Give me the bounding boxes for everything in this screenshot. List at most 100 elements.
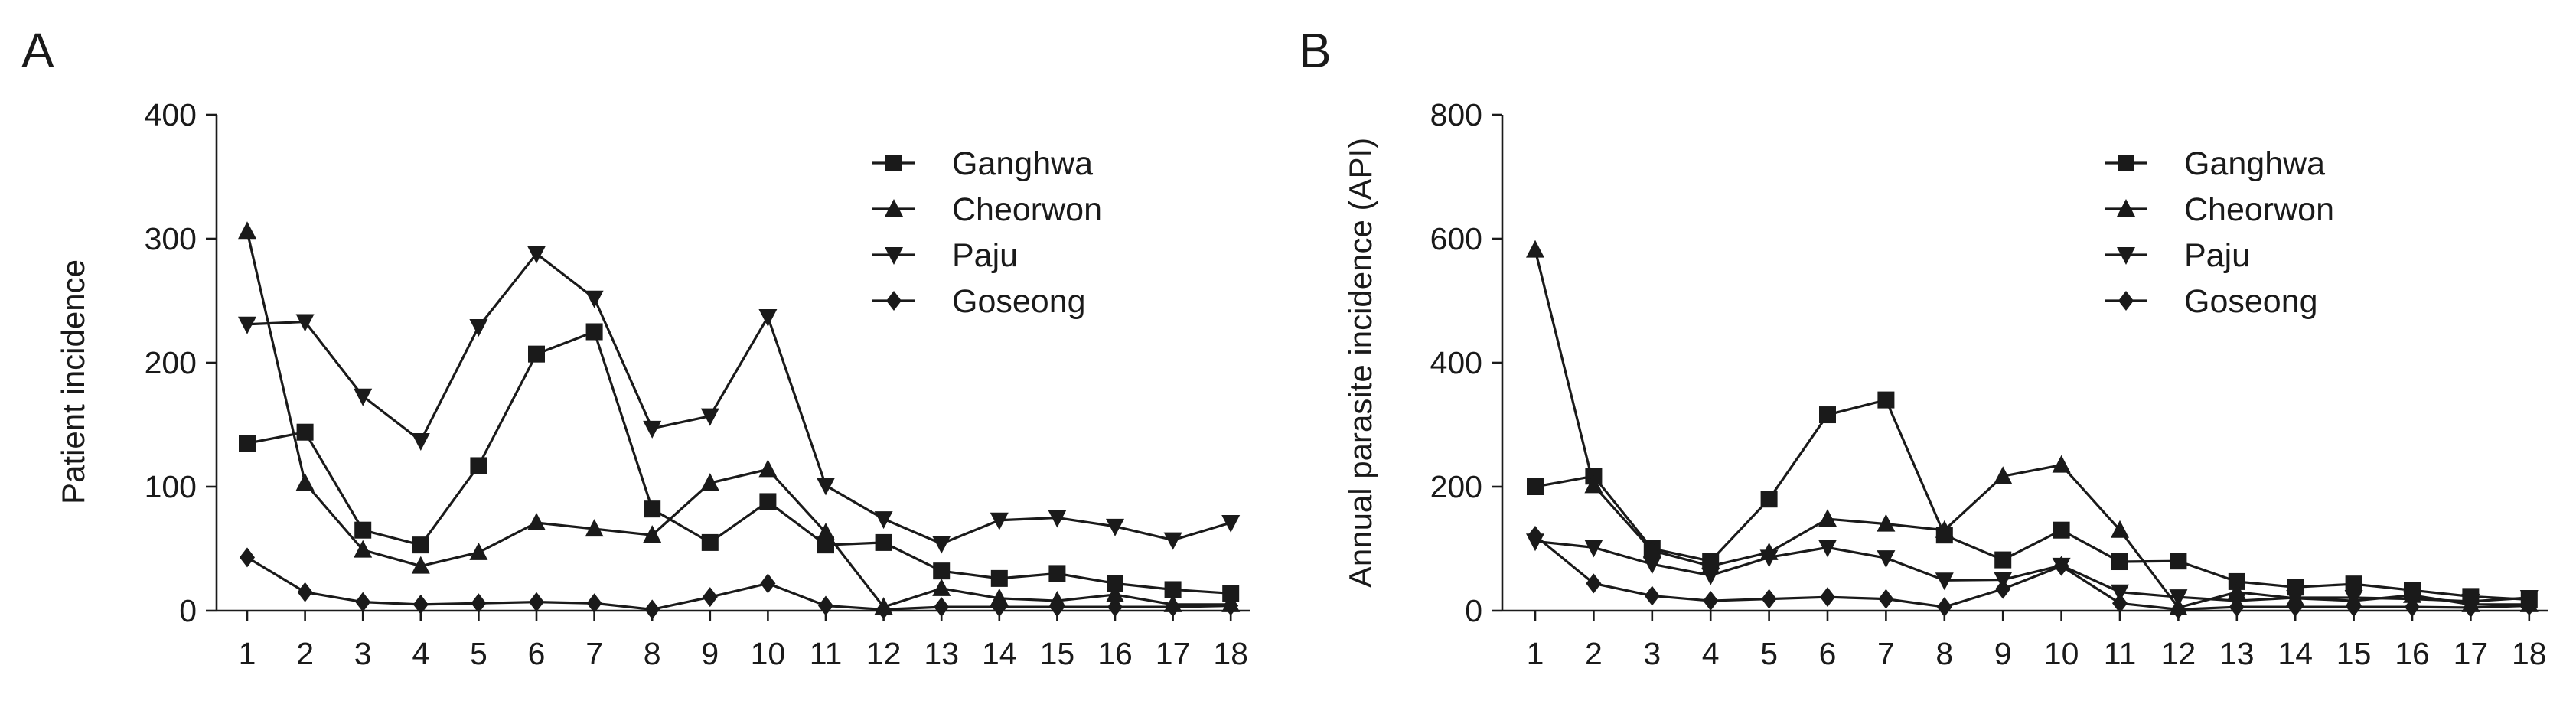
chart-panel-b: B Annual parasite incidence (API) 0 200 40… (1299, 23, 2548, 671)
x-tick-label: 16 (2395, 636, 2430, 671)
data-point-ganghwa (990, 569, 1008, 587)
legend-label: Goseong (2184, 283, 2318, 320)
data-point-goseong (2463, 597, 2479, 618)
data-point-ganghwa (1048, 565, 1066, 582)
data-point-ganghwa (2111, 553, 2128, 571)
series-line-ganghwa (1534, 398, 2529, 602)
data-point-goseong (644, 599, 660, 620)
x-tick-label: 1 (239, 636, 256, 671)
data-point-goseong (355, 592, 371, 612)
data-point-paju (932, 536, 951, 554)
legend-marker-goseong (2118, 291, 2134, 311)
data-point-paju (2111, 584, 2129, 602)
x-tick-label: 17 (1156, 636, 1191, 671)
data-point-goseong (1223, 595, 1239, 616)
data-point-ganghwa (1164, 581, 1182, 598)
data-point-paju (1221, 514, 1241, 533)
data-point-ganghwa (470, 457, 487, 474)
x-tick-label: 2 (296, 636, 314, 671)
data-point-cheorwon (295, 473, 315, 491)
y-tick-label: 400 (145, 97, 197, 132)
data-point-ganghwa (296, 423, 314, 441)
x-tick-label: 14 (982, 636, 1017, 671)
x-tick-label: 15 (2336, 636, 2372, 671)
y-axis-label-a: Patient incidence (55, 259, 91, 504)
legend-marker-ganghwa (885, 155, 902, 171)
panel-label-a: A (21, 23, 54, 78)
x-tick-label: 8 (644, 636, 661, 671)
data-point-paju (2169, 589, 2188, 608)
data-point-cheorwon (1584, 475, 1603, 494)
y-tick-label: 200 (145, 345, 197, 380)
legend-label: Ganghwa (952, 145, 1093, 182)
data-point-paju (1584, 540, 1603, 558)
panel-label-b: B (1299, 23, 1332, 78)
data-point-cheorwon (469, 542, 488, 560)
x-tick-label: 13 (2219, 636, 2255, 671)
legend-marker-paju (885, 247, 903, 265)
data-point-ganghwa (701, 533, 719, 551)
data-point-ganghwa (2345, 575, 2362, 593)
data-point-cheorwon (1877, 514, 1896, 532)
legend-marker-cheorwon (2117, 199, 2135, 217)
legend-label: Ganghwa (2184, 145, 2325, 182)
data-point-cheorwon (700, 473, 719, 491)
x-tick-label: 7 (1877, 636, 1895, 671)
x-tick-label: 6 (528, 636, 546, 671)
x-tick-label: 15 (1040, 636, 1075, 671)
data-point-cheorwon (817, 522, 835, 540)
data-point-cheorwon (932, 578, 951, 596)
data-point-paju (1759, 549, 1779, 568)
data-point-paju (527, 246, 546, 264)
data-point-goseong (1644, 585, 1660, 606)
data-point-goseong (1049, 597, 1065, 618)
data-point-cheorwon (643, 525, 662, 543)
data-point-goseong (1107, 597, 1123, 618)
data-point-ganghwa (817, 536, 834, 554)
data-point-paju (1818, 540, 1837, 558)
data-point-paju (238, 316, 256, 334)
legend-label: Cheorwon (2184, 191, 2334, 228)
data-point-goseong (2112, 593, 2128, 614)
legend-item-cheorwon: Cheorwon (872, 191, 1102, 228)
data-point-cheorwon (2052, 455, 2071, 473)
data-point-goseong (1703, 591, 1719, 611)
x-tick-label: 8 (1935, 636, 1953, 671)
data-point-paju (1701, 567, 1720, 585)
data-point-ganghwa (933, 562, 951, 580)
y-tick-label: 800 (1430, 97, 1482, 132)
data-point-cheorwon (411, 556, 430, 574)
data-point-paju (469, 319, 488, 337)
data-point-paju (1935, 572, 1954, 591)
data-point-goseong (2346, 597, 2362, 618)
data-point-paju (990, 512, 1009, 530)
x-tick-label: 11 (2104, 636, 2137, 671)
series-goseong (240, 547, 1239, 620)
data-point-goseong (2170, 599, 2186, 620)
data-point-goseong (412, 594, 429, 615)
y-tick-label: 400 (1430, 345, 1482, 380)
x-tick-label: 4 (1702, 636, 1720, 671)
series-line-cheorwon (246, 230, 1231, 609)
x-tick-label: 10 (751, 636, 786, 671)
series-ganghwa (239, 323, 1240, 602)
x-tick-label: 5 (1760, 636, 1778, 671)
data-point-ganghwa (239, 435, 256, 452)
data-point-paju (1642, 556, 1661, 575)
x-tick-label: 10 (2044, 636, 2079, 671)
data-point-cheorwon (1106, 584, 1124, 602)
legend-marker-cheorwon (885, 199, 903, 217)
data-point-goseong (1820, 587, 1835, 608)
data-point-cheorwon (1642, 540, 1661, 559)
data-point-paju (1877, 550, 1896, 569)
x-tick-label: 18 (1213, 636, 1248, 671)
series-line-paju (246, 252, 1231, 546)
data-point-goseong (1995, 579, 2011, 599)
x-tick-label: 9 (701, 636, 719, 671)
data-point-cheorwon (238, 221, 256, 240)
legend-item-paju: Paju (872, 237, 1018, 274)
data-point-ganghwa (1994, 551, 2012, 569)
data-point-cheorwon (1818, 509, 1837, 527)
data-point-cheorwon (585, 519, 604, 537)
